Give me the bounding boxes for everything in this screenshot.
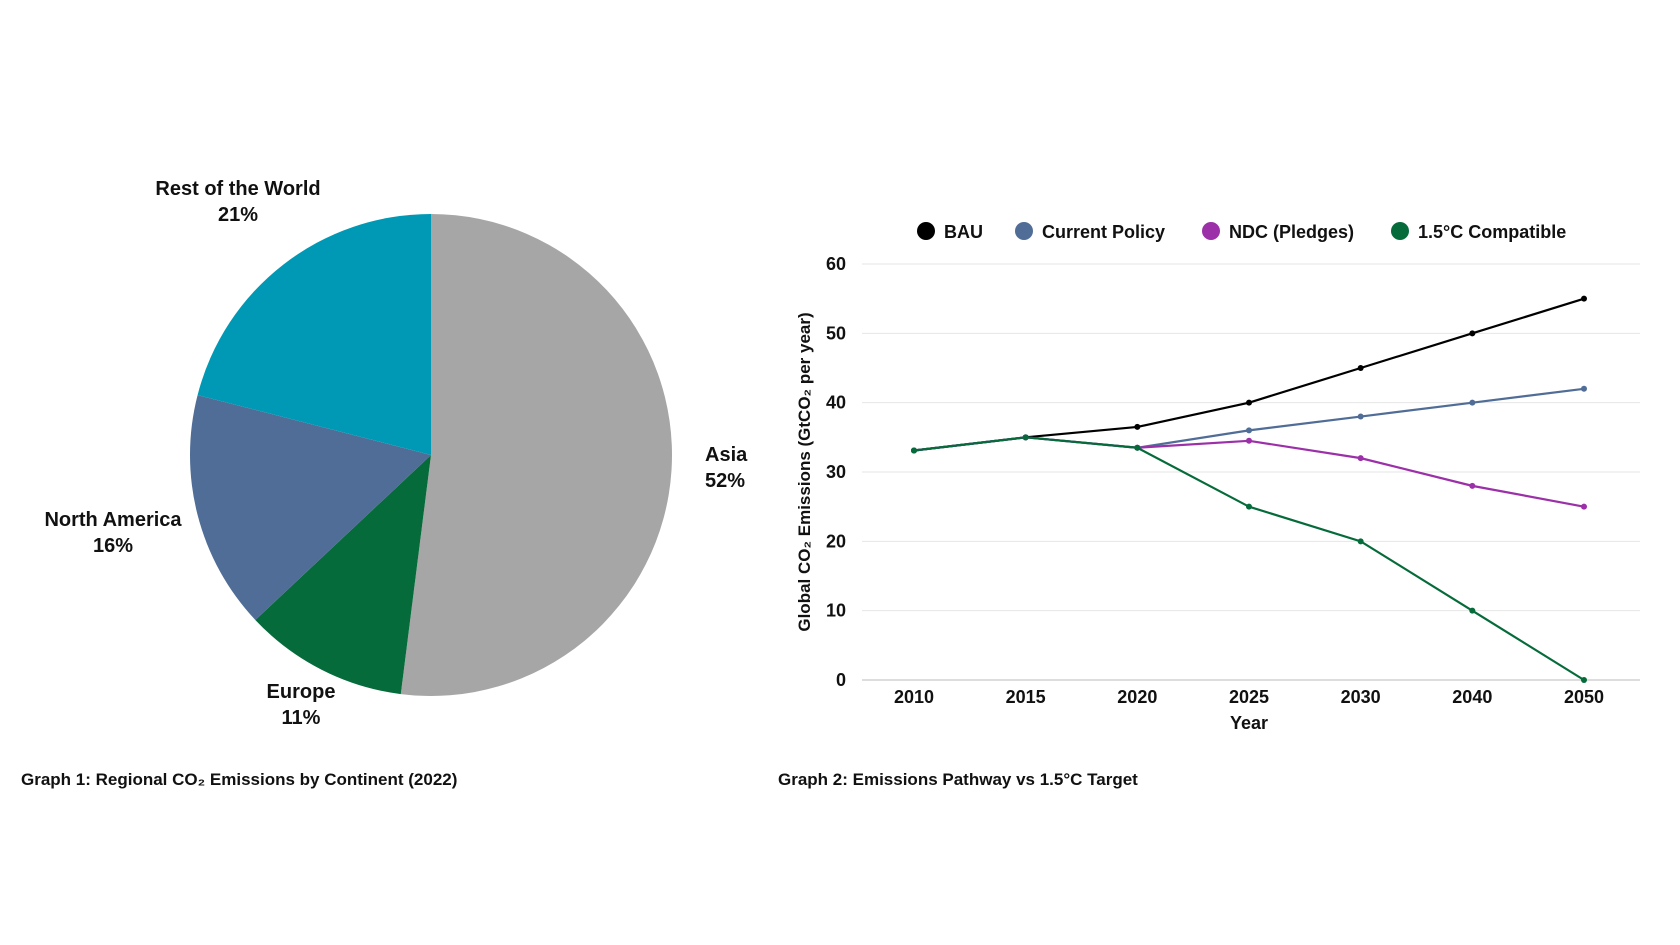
legend-marker (1015, 222, 1033, 240)
pie-label: Rest of the World (155, 178, 320, 200)
x-tick-label: 2025 (1229, 687, 1269, 707)
data-point (1581, 503, 1587, 510)
x-tick-label: 2010 (894, 687, 934, 707)
pie-pct-label: 11% (282, 707, 321, 729)
y-tick-label: 30 (826, 462, 846, 482)
pie-slice-europe (255, 455, 431, 695)
pie-pct-label: 16% (93, 535, 133, 557)
data-point (1134, 423, 1141, 430)
y-tick-label: 50 (826, 323, 846, 343)
x-tick-label: 2020 (1117, 687, 1157, 707)
x-axis-label: Year (1230, 713, 1268, 733)
graph2-caption: Graph 2: Emissions Pathway vs 1.5°C Targ… (778, 770, 1138, 789)
legend-label: Current Policy (1042, 222, 1165, 242)
legend-marker (917, 222, 935, 240)
pie-label: Asia (705, 444, 748, 466)
data-point (1581, 385, 1587, 392)
data-point (1469, 399, 1476, 406)
data-point (1246, 503, 1252, 510)
series-line-1.5°C Compatible (913, 436, 1585, 681)
pie-slice-rest-of-the-world (197, 214, 431, 455)
pie-pct-label: 21% (218, 204, 258, 226)
legend-label: BAU (944, 222, 983, 242)
data-point (1357, 365, 1364, 371)
pie-label: Europe (267, 681, 336, 703)
y-axis-label: Global CO₂ Emissions (GtCO₂ per year) (795, 312, 814, 631)
y-tick-label: 0 (836, 670, 846, 690)
y-tick-label: 10 (826, 601, 846, 621)
data-point (1469, 482, 1476, 489)
data-point (1469, 607, 1476, 614)
x-tick-label: 2050 (1564, 687, 1604, 707)
data-point (1022, 434, 1029, 441)
x-tick-label: 2015 (1006, 687, 1046, 707)
data-point (1246, 437, 1252, 444)
data-point (1246, 399, 1252, 406)
data-point (911, 447, 917, 454)
legend-marker (1202, 222, 1220, 240)
pie-pct-label: 52% (705, 470, 745, 492)
legend-marker (1391, 222, 1409, 240)
pie-label: North America (44, 509, 182, 531)
data-point (1581, 677, 1587, 683)
data-point (1469, 330, 1476, 337)
data-point (1581, 295, 1587, 302)
legend-label: 1.5°C Compatible (1418, 222, 1566, 242)
y-tick-label: 20 (826, 531, 846, 551)
pie-slice-asia (400, 214, 672, 696)
legend-label: NDC (Pledges) (1229, 222, 1354, 242)
data-point (1357, 538, 1364, 545)
data-point (1134, 444, 1141, 451)
x-tick-label: 2040 (1452, 687, 1492, 707)
y-tick-label: 40 (826, 393, 846, 413)
data-point (1357, 413, 1364, 420)
graph1-caption: Graph 1: Regional CO₂ Emissions by Conti… (21, 770, 458, 789)
x-tick-label: 2030 (1341, 687, 1381, 707)
data-point (1246, 427, 1252, 434)
y-tick-label: 60 (826, 254, 846, 274)
data-point (1357, 455, 1364, 462)
pie-slice-north-america (190, 395, 431, 620)
